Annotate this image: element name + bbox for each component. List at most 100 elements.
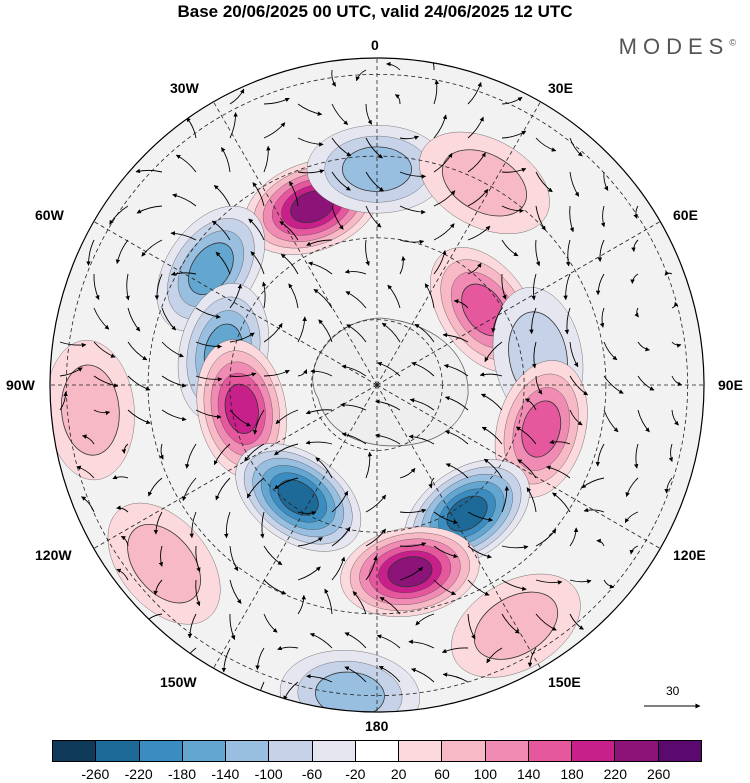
wind-arrow <box>535 528 557 547</box>
wind-arrow <box>433 190 456 207</box>
wind-arrow <box>158 545 164 567</box>
wind-arrow <box>479 372 503 377</box>
wind-arrow <box>552 492 571 513</box>
wind-arrow <box>280 253 299 275</box>
wind-arrow <box>501 130 527 139</box>
wind-arrow <box>86 239 95 266</box>
wind-arrow <box>309 632 333 649</box>
wind-arrow <box>376 634 401 649</box>
wind-arrow <box>625 477 639 497</box>
wind-arrow <box>221 147 231 173</box>
wind-arrow <box>501 205 525 214</box>
lon-label-150w: 150W <box>160 674 197 690</box>
colorbar-tick-label: -180 <box>167 766 197 782</box>
wind-arrow <box>365 205 382 228</box>
anomaly-contour <box>473 591 559 660</box>
wind-arrow <box>603 579 615 589</box>
wind-arrow <box>453 298 469 309</box>
wind-arrow <box>597 239 605 263</box>
wind-arrow <box>263 122 286 139</box>
wind-arrow <box>671 301 679 309</box>
wind-arrow <box>195 341 223 349</box>
wind-arrow <box>433 250 447 275</box>
colorbar-cell <box>312 741 356 761</box>
wind-arrow <box>331 556 346 581</box>
colorbar-tick-label: 180 <box>560 766 584 782</box>
wind-arrow <box>433 223 455 241</box>
wind-arrow <box>501 239 519 257</box>
colorbar-cell <box>355 741 400 761</box>
wind-arrow <box>248 218 265 241</box>
wind-arrow <box>255 647 265 671</box>
wind-arrow <box>529 307 537 335</box>
map-title: Base 20/06/2025 00 UTC, valid 24/06/2025… <box>177 2 573 21</box>
wind-arrow <box>379 596 401 615</box>
wind-arrow <box>161 409 187 422</box>
wind-arrow <box>603 409 619 433</box>
wind-arrow <box>501 579 527 591</box>
wind-arrow <box>154 273 163 300</box>
wind-arrow <box>411 668 435 683</box>
wind-arrow <box>310 368 333 377</box>
wind-arrow <box>381 322 401 343</box>
wind-arrow <box>515 426 537 445</box>
wind-arrow <box>161 341 184 358</box>
wind-arrow <box>229 545 239 572</box>
lon-label-120w: 120W <box>35 547 72 563</box>
wind-arrow <box>526 487 537 513</box>
wind-arrow <box>344 666 367 683</box>
wind-arrow <box>297 537 323 547</box>
wind-arrow <box>141 239 163 257</box>
wind-arrow <box>444 396 469 411</box>
wind-arrow <box>375 433 401 445</box>
wind-arrow <box>59 391 68 411</box>
wind-arrow <box>344 632 367 649</box>
wind-arrow <box>394 94 401 105</box>
wind-arrow <box>481 426 503 445</box>
wind-arrow <box>467 545 492 559</box>
wind-arrow <box>250 251 265 275</box>
wind-arrow <box>262 281 267 309</box>
wind-arrow <box>125 273 130 301</box>
wind-arrow <box>637 375 655 391</box>
wind-arrow <box>187 613 197 639</box>
wind-arrow <box>171 271 197 276</box>
wind-arrow <box>263 545 283 566</box>
wind-arrow <box>211 220 231 241</box>
wind-arrow <box>252 182 265 207</box>
wind-arrow <box>59 367 83 377</box>
wind-arrow <box>445 463 469 479</box>
wind-arrow <box>116 505 129 513</box>
wind-arrow <box>109 205 129 225</box>
wind-arrow <box>467 82 482 105</box>
colorbar-tick-label: 260 <box>646 766 671 782</box>
wind-arrow <box>433 511 459 525</box>
modes-logo: MODES© <box>619 34 736 60</box>
anomaly-contour <box>387 556 433 588</box>
wind-arrow <box>195 579 201 607</box>
wind-arrow <box>315 457 333 479</box>
wind-arrow <box>569 409 583 426</box>
colorbar-cell <box>226 741 270 761</box>
wind-arrow <box>399 171 427 179</box>
wind-arrow <box>340 402 367 411</box>
wind-arrow <box>414 323 435 343</box>
wind-arrow <box>263 369 290 377</box>
wind-arrow <box>161 307 177 331</box>
wind-arrow <box>229 613 236 640</box>
wind-arrow <box>501 273 507 300</box>
wind-arrow <box>136 205 163 214</box>
lon-label-0: 0 <box>371 37 379 53</box>
wind-arrow <box>535 171 553 193</box>
wind-arrow <box>564 307 571 335</box>
wind-arrow <box>297 369 308 377</box>
wind-arrow <box>378 666 401 683</box>
wind-arrow <box>569 341 579 368</box>
wind-arrow <box>671 375 683 386</box>
lon-label-120e: 120E <box>673 547 706 563</box>
wind-arrow <box>399 566 423 581</box>
wind-arrow <box>352 591 367 615</box>
wind-arrow <box>467 116 484 139</box>
wind-arrow <box>331 137 352 157</box>
wind-arrow <box>93 307 110 330</box>
